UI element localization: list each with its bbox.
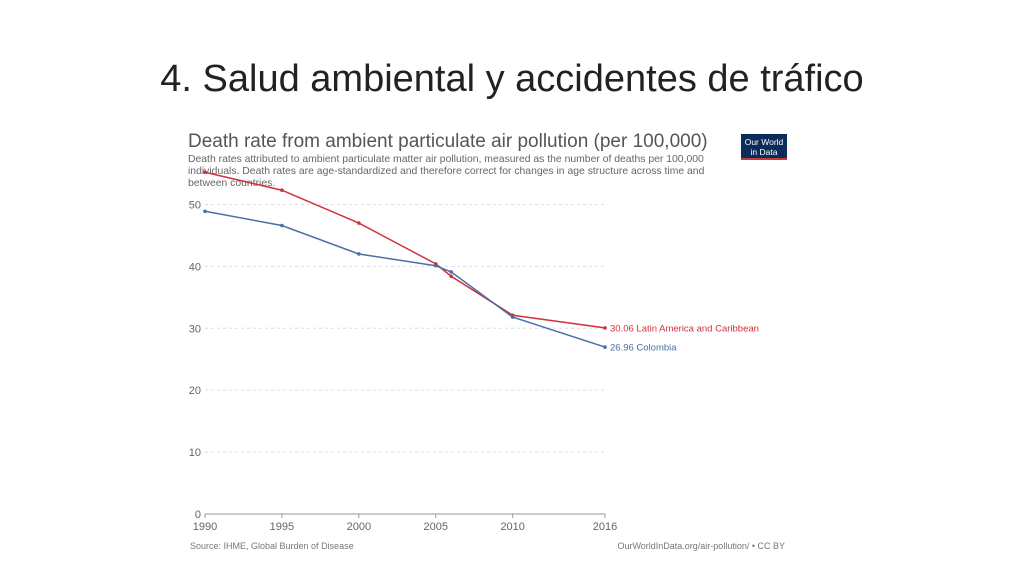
data-point-1-3: [433, 263, 438, 268]
x-tick-label-2016: 2016: [593, 521, 617, 533]
x-tick-label-1995: 1995: [270, 521, 294, 533]
x-tick-label-2005: 2005: [424, 521, 448, 533]
data-point-0-0: [203, 170, 207, 175]
source-url-link[interactable]: OurWorldInData.org/air-pollution/ • CC B…: [617, 541, 785, 551]
data-point-1-6: [603, 345, 607, 349]
series-lines: [203, 170, 607, 349]
x-tick-label-1990: 1990: [193, 521, 217, 533]
y-tick-label-20: 20: [189, 385, 201, 397]
axes: 0 10 20 30 40 50 1990 1995 2000 2005 2010 2016: [189, 199, 617, 533]
data-point-0-4: [449, 274, 453, 279]
x-tick-label-2000: 2000: [347, 521, 371, 533]
chart-title: Death rate from ambient particulate air …: [188, 131, 708, 152]
y-tick-label-40: 40: [189, 261, 201, 273]
data-point-1-0: [203, 209, 207, 214]
source-note: Source: IHME, Global Burden of Disease: [190, 541, 354, 551]
y-tick-label-10: 10: [189, 447, 201, 459]
series-line-1: [204, 210, 606, 348]
y-tick-label-0: 0: [195, 509, 201, 521]
slide-title: 4. Salud ambiental y accidentes de tráfi…: [160, 58, 864, 100]
chart-subtitle: Death rates attributed to ambient partic…: [188, 154, 705, 189]
data-point-0-2: [357, 221, 361, 225]
data-point-0-1: [280, 188, 284, 193]
data-point-1-4: [449, 270, 453, 274]
x-tick-label-2010: 2010: [500, 521, 524, 533]
series-end-label-0: 30.06 Latin America and Caribbean: [610, 323, 759, 334]
data-point-1-2: [357, 252, 361, 256]
owid-logo: Our World in Data: [741, 134, 787, 160]
series-end-label-1: 26.96 Colombia: [610, 343, 677, 354]
data-point-1-1: [280, 223, 284, 228]
data-point-0-6: [603, 326, 607, 330]
logo-line-2: in Data: [750, 147, 778, 157]
y-tick-label-30: 30: [189, 323, 201, 335]
series-end-labels: 30.06 Latin America and Caribbean 26.96 C…: [610, 323, 759, 353]
series-line-0: [204, 171, 606, 329]
y-tick-label-50: 50: [189, 199, 201, 211]
logo-line-1: Our World: [744, 137, 784, 147]
grid-lines: [205, 203, 605, 453]
data-point-1-5: [510, 315, 515, 319]
